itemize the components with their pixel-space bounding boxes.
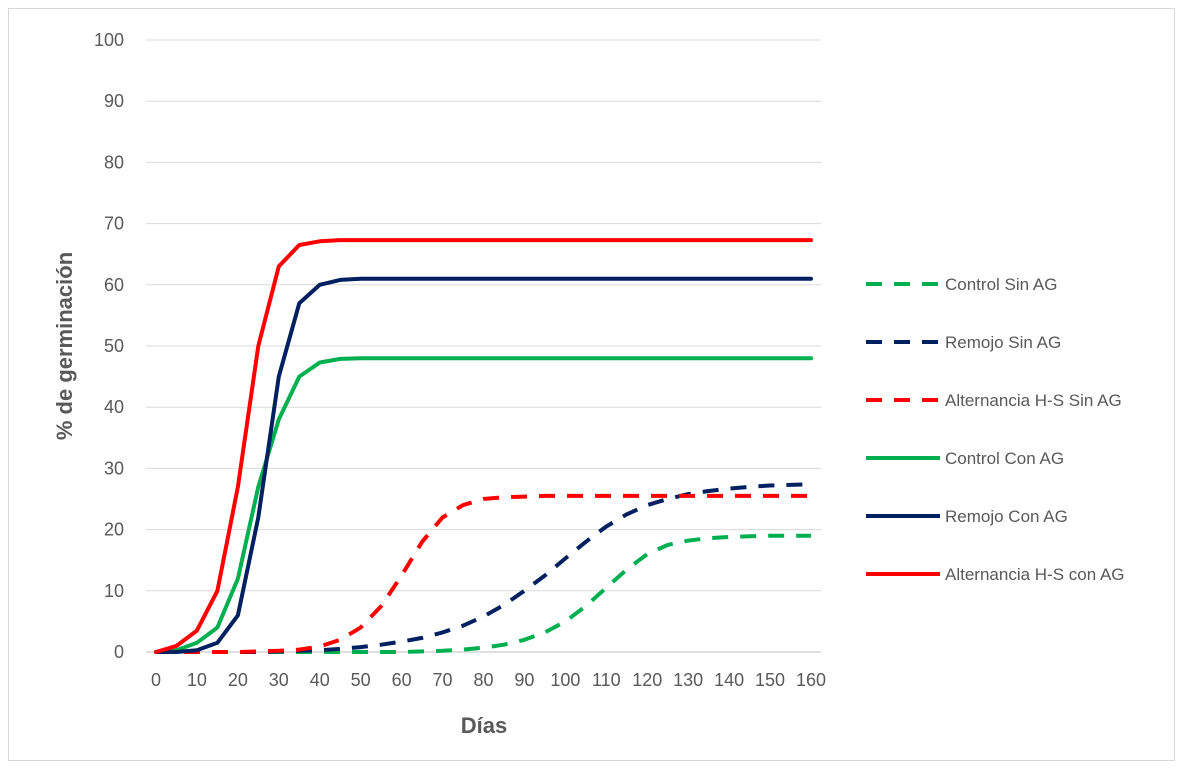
x-tick-label: 70 [433,670,453,690]
y-tick-label: 50 [104,336,124,356]
x-tick-label: 60 [392,670,412,690]
x-tick-label: 140 [714,670,744,690]
x-tick-label: 40 [310,670,330,690]
y-tick-label: 70 [104,214,124,234]
gridlines [146,39,821,653]
series-line-4 [154,276,813,654]
y-tick-label: 90 [104,91,124,111]
chart-frame [8,8,1175,761]
x-tick-label: 110 [592,670,621,690]
y-tick-label: 30 [104,458,124,478]
x-tick-label: 90 [514,670,534,690]
y-tick-label: 40 [104,397,124,417]
y-axis-title: % de germinación [52,252,77,440]
x-tick-label: 100 [550,670,580,690]
x-tick-label: 10 [187,670,207,690]
series-lines [154,238,813,654]
x-tick-label: 20 [228,670,248,690]
series-line-2 [156,493,811,654]
x-tick-label: 50 [351,670,371,690]
y-tick-label: 100 [94,30,124,50]
x-axis-title: Días [461,713,507,738]
series-line-3 [154,356,813,654]
x-axis-ticks: 0 10 20 30 40 50 60 70 80 90 100 110 120 130 140 150 160 [151,670,826,690]
y-tick-label: 20 [104,520,124,540]
y-axis-ticks: 0 10 20 30 40 50 60 70 80 90 100 [94,30,124,662]
legend-label: Alternancia H-S Sin AG [945,391,1122,410]
legend-label: Control Con AG [945,449,1064,468]
y-tick-label: 10 [104,581,124,601]
y-tick-label: 0 [114,642,124,662]
y-tick-label: 60 [104,275,124,295]
x-tick-label: 150 [755,670,785,690]
y-tick-label: 80 [104,152,124,172]
x-tick-label: 160 [796,670,826,690]
x-tick-label: 120 [632,670,662,690]
legend: Control Sin AG Remojo Sin AG Alternancia H… [866,275,1125,584]
legend-label: Alternancia H-S con AG [945,565,1125,584]
series-line-5 [154,238,813,654]
x-tick-label: 0 [151,670,161,690]
x-tick-label: 130 [673,670,703,690]
legend-label: Remojo Sin AG [945,333,1061,352]
legend-label: Remojo Con AG [945,507,1068,526]
legend-label: Control Sin AG [945,275,1057,294]
x-tick-label: 30 [269,670,289,690]
x-tick-label: 80 [473,670,493,690]
series-line-0 [156,533,811,654]
